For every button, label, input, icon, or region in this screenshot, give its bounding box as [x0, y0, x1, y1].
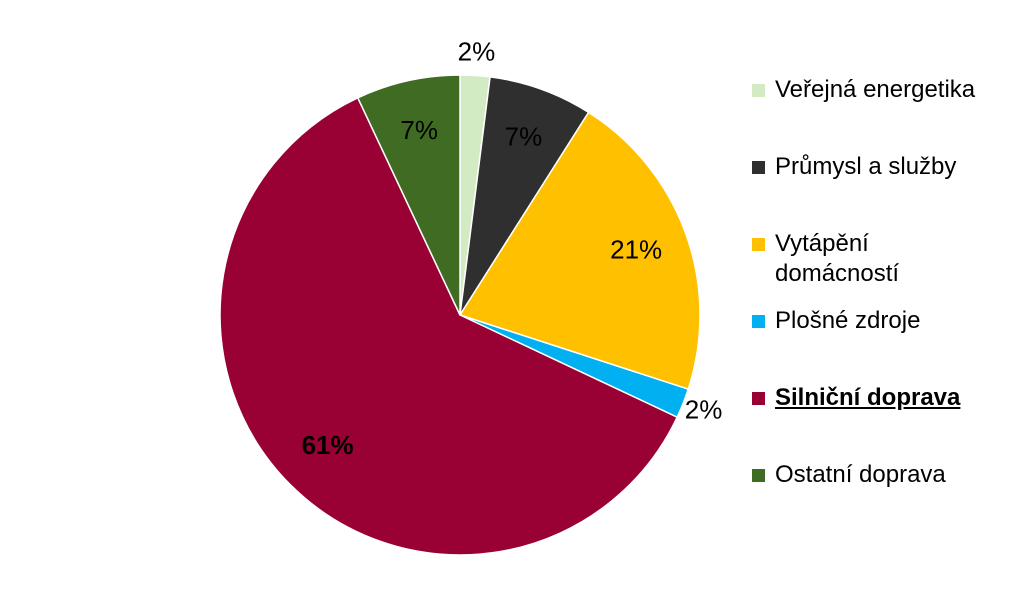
- legend-item: Vytápění domácností: [752, 229, 1002, 289]
- data-label: 7%: [400, 115, 438, 145]
- legend-label: Veřejná energetika: [775, 76, 976, 103]
- legend-swatch: [752, 238, 765, 251]
- legend-swatch: [752, 315, 765, 328]
- legend-item: Průmysl a služby: [752, 152, 1002, 182]
- legend-label: Plošné zdroje: [775, 307, 921, 334]
- data-label: 2%: [458, 36, 496, 66]
- pie-slice: [219, 96, 679, 556]
- legend-swatch: [752, 84, 765, 97]
- pie-slice: [459, 76, 590, 316]
- legend-label: Průmysl a služby: [775, 153, 957, 180]
- legend-label: Ostatní doprava: [775, 461, 946, 488]
- legend-label: Vytápění domácností: [775, 230, 900, 287]
- data-label: 2%: [685, 394, 723, 424]
- data-label: 7%: [505, 122, 543, 152]
- legend-item: Veřejná energetika: [752, 75, 1002, 105]
- legend-swatch: [752, 392, 765, 405]
- legend-swatch: [752, 161, 765, 174]
- legend-item: Ostatní doprava: [752, 460, 1002, 490]
- pie-slice: [356, 74, 461, 316]
- legend-item: Plošné zdroje: [752, 306, 1002, 336]
- pie-slice: [458, 111, 701, 391]
- legend-swatch: [752, 469, 765, 482]
- legend-item: Silniční doprava: [752, 383, 1002, 413]
- data-label: 21%: [610, 234, 662, 264]
- legend-label: Silniční doprava: [775, 384, 961, 411]
- data-label: 61%: [302, 430, 354, 460]
